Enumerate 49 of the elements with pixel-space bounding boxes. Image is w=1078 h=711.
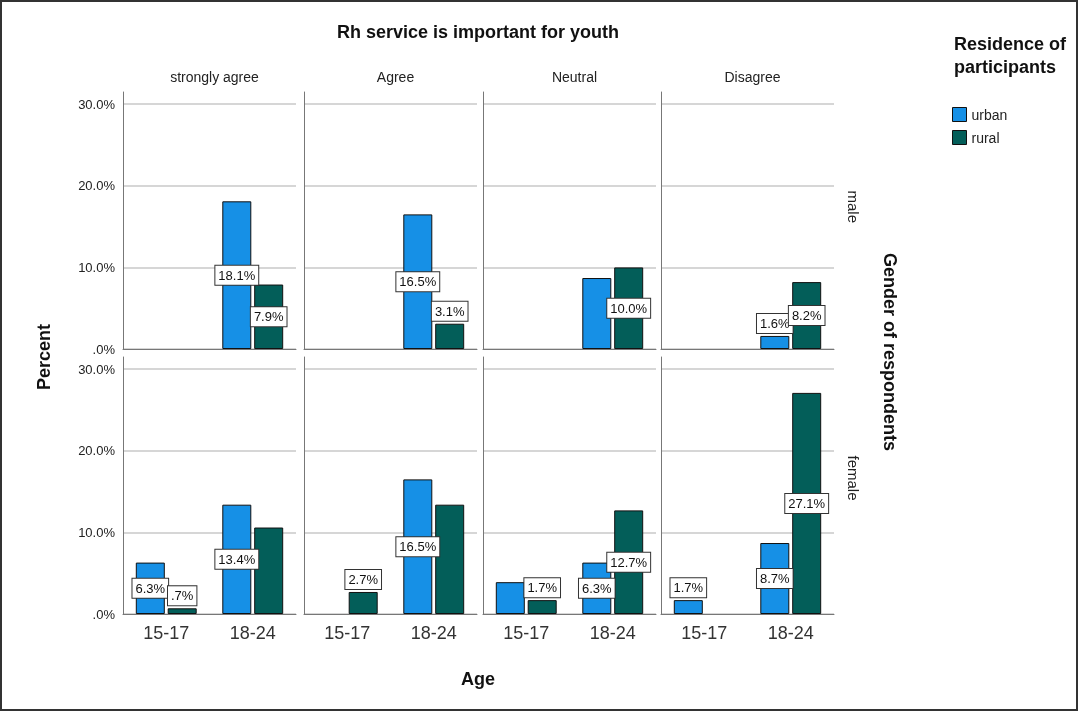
x-tick-label: 18-24	[229, 623, 276, 643]
data-label: 8.2%	[791, 308, 822, 324]
bar	[254, 527, 284, 614]
data-label: 3.1%	[434, 303, 465, 319]
legend-label: urban	[971, 106, 1008, 123]
data-label: 2.7%	[348, 571, 379, 587]
data-label: 16.5%	[399, 274, 437, 290]
data-label: 18.1%	[218, 267, 256, 283]
data-label: 1.6%	[759, 315, 791, 331]
text: Percent	[33, 323, 55, 391]
x-tick-label: 18-24	[767, 623, 814, 643]
x-tick-label: 18-24	[410, 623, 457, 643]
y-tick-label: 20.0%	[78, 443, 116, 459]
data-label: 12.7%	[610, 554, 648, 570]
x-tick-label: 18-24	[589, 623, 636, 643]
chart-title: Agree	[376, 69, 415, 85]
data-label: 6.3%	[581, 580, 613, 596]
data-label: 16.5%	[399, 539, 437, 555]
x-tick-label: 15-17	[503, 623, 550, 643]
y-tick-label: .0%	[92, 606, 116, 622]
data-label: 8.7%	[759, 571, 791, 587]
data-label: 10.0%	[610, 300, 648, 316]
y-tick-label: 10.0%	[78, 259, 116, 275]
legend-label: rural	[971, 129, 1000, 146]
y-tick-label: 30.0%	[78, 361, 116, 377]
chart-title: strongly agree	[170, 69, 260, 85]
data-label: .7%	[171, 588, 194, 604]
text: Rh service is important for youth	[336, 22, 620, 43]
legend-title: Residence of participants	[954, 33, 1072, 77]
text: female	[845, 455, 862, 501]
data-label: 1.7%	[673, 580, 704, 596]
data-label: 6.3%	[135, 580, 166, 596]
x-tick-label: 15-17	[681, 623, 728, 643]
y-tick-label: .0%	[92, 341, 116, 357]
y-tick-label: 20.0%	[78, 178, 116, 194]
text: male	[845, 190, 862, 224]
text: Age	[460, 669, 496, 690]
x-tick-label: 15-17	[324, 623, 371, 643]
x-tick-label: 15-17	[143, 623, 190, 643]
y-tick-label: 30.0%	[78, 96, 116, 112]
y-tick-label: 10.0%	[78, 524, 116, 540]
data-label: 1.7%	[527, 580, 558, 596]
data-label: 27.1%	[788, 495, 826, 511]
chart-title: Disagree	[724, 69, 781, 85]
data-label: 7.9%	[253, 309, 284, 325]
data-label: 13.4%	[218, 551, 256, 567]
text: Gender of respondents	[878, 252, 900, 452]
chart-title: Neutral	[551, 69, 598, 85]
bar	[167, 608, 197, 614]
